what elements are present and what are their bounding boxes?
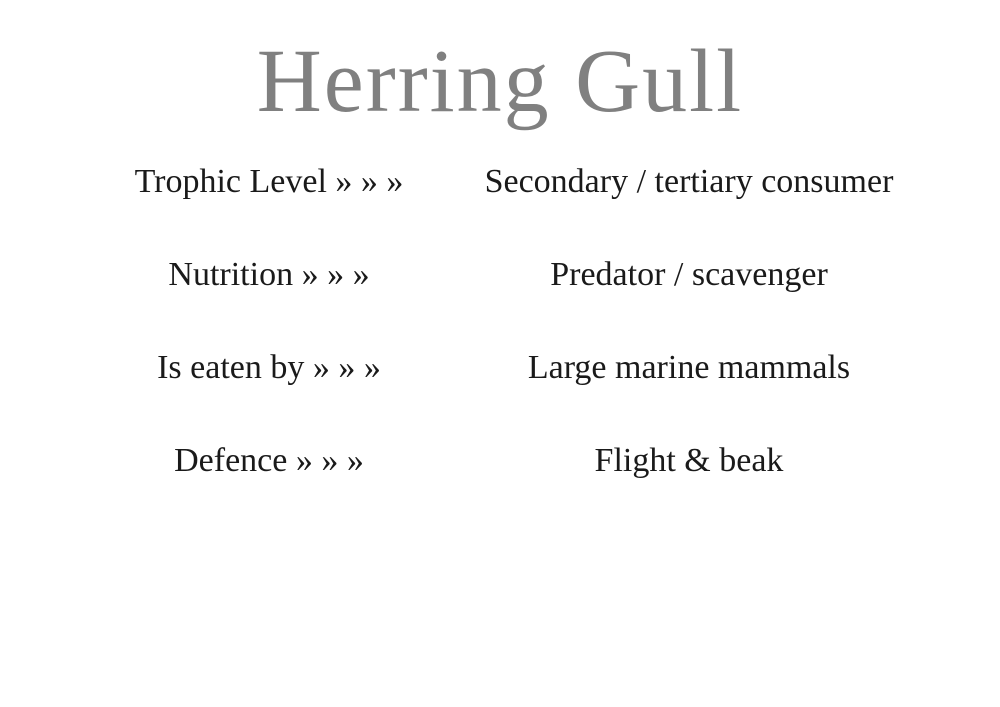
page-title: Herring Gull (50, 30, 950, 133)
info-table: Trophic Level » » » Secondary / tertiary… (50, 163, 950, 480)
info-value: Predator / scavenger (458, 256, 920, 294)
info-row-nutrition: Nutrition » » » Predator / scavenger (80, 256, 920, 294)
info-row-eaten-by: Is eaten by » » » Large marine mammals (80, 349, 920, 387)
info-label: Trophic Level » » » (80, 163, 458, 201)
info-label: Nutrition » » » (80, 256, 458, 294)
info-label: Is eaten by » » » (80, 349, 458, 387)
info-value: Large marine mammals (458, 349, 920, 387)
info-value: Flight & beak (458, 442, 920, 480)
info-row-defence: Defence » » » Flight & beak (80, 442, 920, 480)
info-row-trophic-level: Trophic Level » » » Secondary / tertiary… (80, 163, 920, 201)
info-value: Secondary / tertiary consumer (458, 163, 920, 201)
info-label: Defence » » » (80, 442, 458, 480)
